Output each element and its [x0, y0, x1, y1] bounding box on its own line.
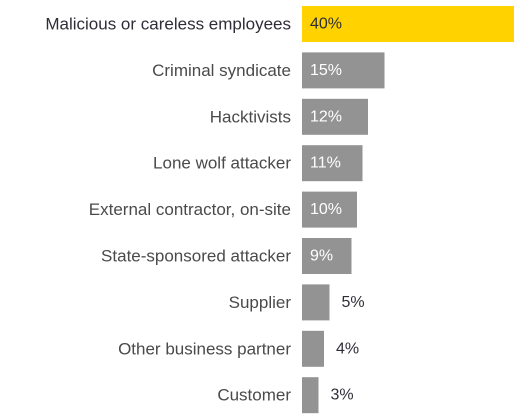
bar-row-external-contractor-on-site: External contractor, on-site 10%	[89, 191, 357, 228]
bar-customer	[302, 377, 319, 414]
value-label-lone-wolf-attacker: 11%	[310, 155, 341, 172]
value-label-other-business-partner: 4%	[336, 340, 359, 357]
bar-rows: Malicious or careless employees 40% Crimin…	[45, 6, 514, 414]
bar-row-customer: Customer 3%	[217, 377, 354, 414]
category-label-external-contractor-on-site: External contractor, on-site	[89, 200, 291, 219]
bar-row-other-business-partner: Other business partner 4%	[118, 330, 359, 367]
value-label-state-sponsored-attacker: 9%	[310, 248, 333, 265]
bar-state-sponsored-attacker	[302, 238, 352, 274]
bar-supplier	[302, 284, 330, 321]
category-label-malicious-or-careless-employees: Malicious or careless employees	[45, 15, 291, 34]
bar-external-contractor-on-site	[302, 191, 357, 228]
value-label-hacktivists: 12%	[310, 108, 342, 125]
value-label-customer: 3%	[331, 387, 354, 404]
bar-lone-wolf-attacker	[302, 145, 363, 182]
value-label-malicious-or-careless-employees: 40%	[310, 16, 342, 33]
category-label-hacktivists: Hacktivists	[210, 107, 291, 126]
category-label-state-sponsored-attacker: State-sponsored attacker	[101, 247, 291, 266]
bar-row-lone-wolf-attacker: Lone wolf attacker 11%	[153, 145, 363, 182]
bar-row-hacktivists: Hacktivists 12%	[210, 98, 368, 135]
category-label-customer: Customer	[217, 386, 291, 405]
category-label-criminal-syndicate: Criminal syndicate	[152, 61, 291, 80]
bar-row-malicious-or-careless-employees: Malicious or careless employees 40%	[45, 6, 514, 42]
bar-hacktivists	[302, 98, 368, 135]
bar-row-state-sponsored-attacker: State-sponsored attacker 9%	[101, 238, 352, 274]
value-label-criminal-syndicate: 15%	[310, 62, 342, 79]
value-label-supplier: 5%	[342, 294, 365, 311]
value-label-external-contractor-on-site: 10%	[310, 201, 342, 218]
bar-criminal-syndicate	[302, 52, 385, 89]
bar-other-business-partner	[302, 330, 324, 367]
bar-row-criminal-syndicate: Criminal syndicate 15%	[152, 52, 385, 89]
bar-malicious-or-careless-employees	[302, 6, 514, 42]
category-label-lone-wolf-attacker: Lone wolf attacker	[153, 154, 291, 173]
bar-row-supplier: Supplier 5%	[229, 284, 365, 321]
category-label-other-business-partner: Other business partner	[118, 339, 291, 358]
category-label-supplier: Supplier	[229, 293, 292, 312]
